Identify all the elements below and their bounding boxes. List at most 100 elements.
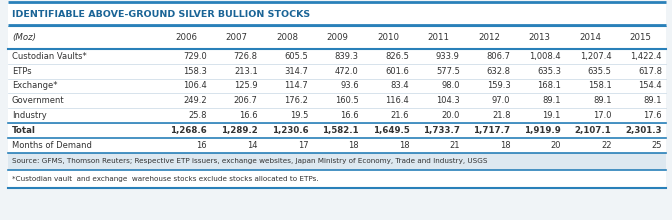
Text: 213.1: 213.1 — [234, 67, 258, 76]
Text: 176.2: 176.2 — [284, 96, 308, 105]
Bar — [8, 49, 666, 64]
Text: 158.1: 158.1 — [588, 81, 612, 90]
Bar — [8, 108, 666, 123]
Text: 2011: 2011 — [427, 33, 450, 42]
Text: 116.4: 116.4 — [386, 96, 409, 105]
Text: 18: 18 — [348, 141, 359, 150]
Text: Source: GFMS, Thomson Reuters; Respective ETP issuers, exchange websites, Japan : Source: GFMS, Thomson Reuters; Respectiv… — [12, 158, 487, 164]
Text: 1,582.1: 1,582.1 — [322, 126, 359, 135]
Text: 839.3: 839.3 — [335, 52, 359, 61]
Text: 2007: 2007 — [226, 33, 247, 42]
Text: Months of Demand: Months of Demand — [12, 141, 92, 150]
Text: 1,649.5: 1,649.5 — [372, 126, 409, 135]
Text: 617.8: 617.8 — [638, 67, 662, 76]
Text: 472.0: 472.0 — [335, 67, 359, 76]
Text: 635.5: 635.5 — [587, 67, 612, 76]
Text: Exchange*: Exchange* — [12, 81, 58, 90]
Text: 83.4: 83.4 — [390, 81, 409, 90]
Text: Total: Total — [12, 126, 36, 135]
Text: 2008: 2008 — [276, 33, 298, 42]
Text: 605.5: 605.5 — [284, 52, 308, 61]
Text: 19.5: 19.5 — [290, 111, 308, 120]
Text: 1,207.4: 1,207.4 — [580, 52, 612, 61]
Text: 1,268.6: 1,268.6 — [171, 126, 207, 135]
Text: 16.6: 16.6 — [239, 111, 258, 120]
Text: 635.3: 635.3 — [537, 67, 561, 76]
Text: 2,301.3: 2,301.3 — [626, 126, 662, 135]
Text: 21.8: 21.8 — [492, 111, 511, 120]
Text: 249.2: 249.2 — [183, 96, 207, 105]
Text: 104.3: 104.3 — [436, 96, 460, 105]
Text: 25.8: 25.8 — [189, 111, 207, 120]
Text: 1,422.4: 1,422.4 — [630, 52, 662, 61]
Text: 17: 17 — [298, 141, 308, 150]
Text: 106.4: 106.4 — [183, 81, 207, 90]
Bar — [8, 170, 666, 188]
Text: 89.1: 89.1 — [644, 96, 662, 105]
Text: Industry: Industry — [12, 111, 47, 120]
Text: 2010: 2010 — [377, 33, 399, 42]
Text: 16.6: 16.6 — [340, 111, 359, 120]
Bar — [8, 153, 666, 170]
Text: 125.9: 125.9 — [234, 81, 258, 90]
Text: 1,733.7: 1,733.7 — [423, 126, 460, 135]
Text: 25: 25 — [651, 141, 662, 150]
Text: IDENTIFIABLE ABOVE-GROUND SILVER BULLION STOCKS: IDENTIFIABLE ABOVE-GROUND SILVER BULLION… — [12, 11, 310, 20]
Text: 98.0: 98.0 — [442, 81, 460, 90]
Text: 726.8: 726.8 — [234, 52, 258, 61]
Text: 168.1: 168.1 — [537, 81, 561, 90]
Bar — [8, 79, 666, 94]
Text: 158.3: 158.3 — [183, 67, 207, 76]
Text: 22: 22 — [601, 141, 612, 150]
Text: 16: 16 — [197, 141, 207, 150]
Text: 2009: 2009 — [327, 33, 349, 42]
Text: 97.0: 97.0 — [492, 96, 511, 105]
Text: 1,230.6: 1,230.6 — [271, 126, 308, 135]
Text: 2013: 2013 — [529, 33, 550, 42]
Text: 206.7: 206.7 — [234, 96, 258, 105]
Text: 160.5: 160.5 — [335, 96, 359, 105]
Bar — [8, 64, 666, 79]
Bar — [8, 94, 666, 108]
Text: 21: 21 — [450, 141, 460, 150]
Text: 89.1: 89.1 — [593, 96, 612, 105]
Text: *Custodian vault  and exchange  warehouse stocks exclude stocks allocated to ETP: *Custodian vault and exchange warehouse … — [12, 176, 319, 182]
Text: 17.0: 17.0 — [593, 111, 612, 120]
Bar — [8, 27, 666, 49]
Text: 18: 18 — [500, 141, 511, 150]
Text: 159.3: 159.3 — [487, 81, 511, 90]
Text: ETPs: ETPs — [12, 67, 32, 76]
Text: 577.5: 577.5 — [436, 67, 460, 76]
Text: 933.9: 933.9 — [436, 52, 460, 61]
Text: 93.6: 93.6 — [340, 81, 359, 90]
Bar — [8, 138, 666, 153]
Text: 89.1: 89.1 — [542, 96, 561, 105]
Bar — [8, 123, 666, 138]
Text: 806.7: 806.7 — [487, 52, 511, 61]
Text: 17.6: 17.6 — [643, 111, 662, 120]
Text: (Moz): (Moz) — [12, 33, 36, 42]
Text: 601.6: 601.6 — [386, 67, 409, 76]
Text: 19.1: 19.1 — [542, 111, 561, 120]
Text: 1,289.2: 1,289.2 — [221, 126, 258, 135]
Text: 632.8: 632.8 — [487, 67, 511, 76]
Text: 2014: 2014 — [579, 33, 601, 42]
Text: Custodian Vaults*: Custodian Vaults* — [12, 52, 87, 61]
Text: 1,008.4: 1,008.4 — [530, 52, 561, 61]
Text: 2,107.1: 2,107.1 — [575, 126, 612, 135]
Text: 314.7: 314.7 — [284, 67, 308, 76]
Text: 1,919.9: 1,919.9 — [524, 126, 561, 135]
Text: 2006: 2006 — [175, 33, 197, 42]
Text: Government: Government — [12, 96, 65, 105]
Text: 826.5: 826.5 — [386, 52, 409, 61]
Text: 20.0: 20.0 — [442, 111, 460, 120]
Text: 2012: 2012 — [478, 33, 500, 42]
Text: 14: 14 — [247, 141, 258, 150]
Text: 154.4: 154.4 — [638, 81, 662, 90]
Text: 18: 18 — [398, 141, 409, 150]
Bar — [8, 1, 666, 27]
Text: 21.6: 21.6 — [391, 111, 409, 120]
Text: 114.7: 114.7 — [284, 81, 308, 90]
Text: 1,717.7: 1,717.7 — [473, 126, 511, 135]
Text: 729.0: 729.0 — [183, 52, 207, 61]
